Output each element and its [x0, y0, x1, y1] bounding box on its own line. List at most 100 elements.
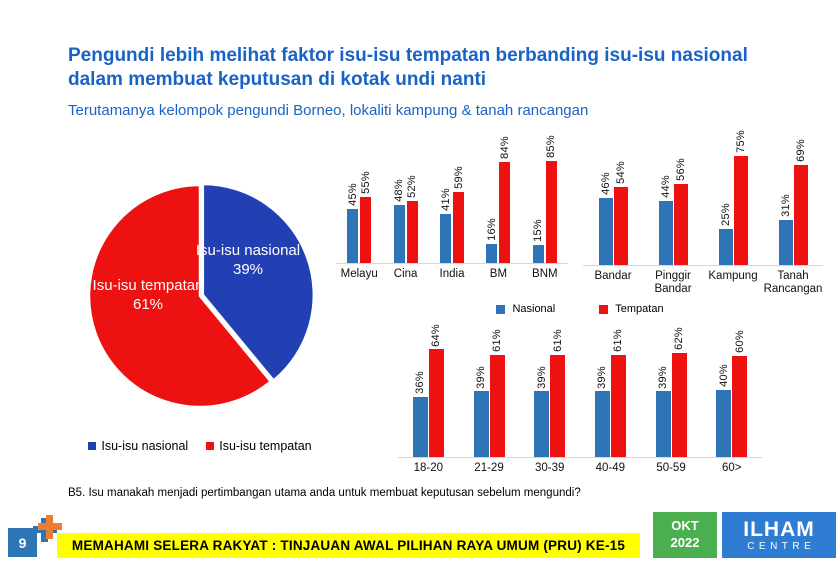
bar-column: 39% — [534, 318, 550, 457]
category-label: 40-49 — [595, 462, 626, 474]
slide-subtitle: Terutamanya kelompok pengundi Borneo, lo… — [68, 102, 589, 119]
pie-slice-isu-isu-nasional — [201, 182, 316, 382]
bar-nasional — [778, 220, 793, 265]
pie-slice-label-nasional: Isu-isu nasional 39% — [192, 242, 304, 280]
category-label: Pinggir Bandar — [654, 270, 692, 296]
bar-group: 31% 69% — [763, 128, 823, 265]
bar-value-label: 84% — [498, 136, 511, 160]
legend-label: Tempatan — [615, 303, 664, 315]
bar-column: 46% — [598, 128, 613, 265]
bar-column: 59% — [453, 128, 465, 263]
bar-group: 45% 55% — [336, 128, 382, 263]
bar-value-label: 54% — [614, 160, 627, 184]
bar-value-label: 39% — [596, 365, 609, 389]
logo-name: ILHAM — [743, 517, 815, 541]
pie-slice-value: 39% — [232, 260, 264, 278]
legend-item-nasional: Isu-isu nasional — [88, 439, 188, 453]
bar-column: 55% — [360, 128, 372, 263]
pie-slice-value: 61% — [132, 295, 164, 313]
bar-chart-age: Nasional Tempatan 36% 64% 39% 61% 39% 61% 39% 6… — [398, 303, 762, 475]
bar-column: 15% — [532, 128, 544, 263]
bar-value-label: 39% — [657, 365, 670, 389]
bar-column: 85% — [545, 128, 557, 263]
category-label: 50-59 — [656, 462, 686, 474]
ilham-centre-logo: ILHAM CENTRE — [722, 512, 836, 558]
bar-nasional — [534, 391, 550, 457]
bar-value-label: 36% — [414, 370, 427, 394]
bar-value-label: 69% — [794, 139, 807, 162]
bar-group: 41% 59% — [429, 128, 475, 263]
bar-value-label: 40% — [717, 363, 730, 387]
category-label: 60> — [721, 462, 742, 474]
bar-tempatan — [733, 156, 748, 265]
pie-legend: Isu-isu nasional Isu-isu tempatan — [72, 439, 328, 453]
bar-group: 39% 61% — [519, 318, 580, 457]
bar-value-label: 46% — [599, 172, 612, 196]
bar-chart-ethnicity: 45% 55% 48% 52% 41% 59% 16% 84% 15% 85% Melayu Cin… — [336, 128, 568, 281]
pie-slice-label-tempatan: Isu-isu tempatan 61% — [92, 277, 204, 315]
bar-column: 39% — [655, 318, 671, 457]
bar-value-label: 48% — [393, 179, 406, 203]
bar-tempatan — [453, 192, 465, 263]
bar-tempatan — [499, 162, 511, 263]
bar-value-label: 64% — [430, 323, 443, 347]
pie-chart-svg — [87, 182, 316, 409]
bar-value-label: 25% — [719, 202, 732, 226]
bar-value-label: 60% — [733, 330, 746, 354]
bar-nasional — [532, 245, 544, 263]
category-label: 30-39 — [534, 462, 565, 474]
bar-group: 48% 52% — [382, 128, 428, 263]
bar-group: 39% 62% — [641, 318, 702, 457]
bar-group: 40% 60% — [701, 318, 762, 457]
bar-chart-categories: Melayu Cina India BM BNM — [336, 268, 568, 281]
bar-tempatan — [550, 354, 566, 457]
date-month: OKT — [671, 518, 699, 534]
bar-column: 61% — [550, 318, 566, 457]
legend-swatch-nasional-icon — [496, 304, 506, 314]
bar-column: 48% — [393, 128, 405, 263]
bar-value-label: 61% — [612, 328, 625, 352]
bar-tempatan — [545, 161, 557, 263]
bar-column: 56% — [673, 128, 688, 265]
bar-nasional — [658, 201, 673, 265]
bar-tempatan — [793, 164, 808, 265]
category-label: BNM — [532, 268, 558, 280]
bar-column: 69% — [793, 128, 808, 265]
bar-nasional — [412, 396, 428, 457]
legend-label: Isu-isu nasional — [101, 439, 189, 453]
bar-chart-plot: 36% 64% 39% 61% 39% 61% 39% 61% 39% 62% 40% 60% — [398, 318, 762, 458]
bar-group: 16% 84% — [475, 128, 521, 263]
bar-tempatan — [732, 356, 748, 457]
bar-chart-plot: 45% 55% 48% 52% 41% 59% 16% 84% 15% 85% — [336, 128, 568, 264]
bar-tempatan — [610, 354, 626, 457]
bar-group: 25% 75% — [703, 128, 763, 265]
legend-swatch-tempatan-icon — [206, 442, 215, 450]
bar-column: 40% — [716, 318, 732, 457]
bar-value-label: 52% — [406, 174, 419, 198]
bar-column: 45% — [347, 128, 359, 263]
bar-column: 64% — [428, 318, 444, 457]
bar-column: 39% — [594, 318, 610, 457]
bar-nasional — [393, 205, 405, 263]
bar-tempatan — [489, 354, 505, 457]
legend-swatch-nasional-icon — [88, 442, 97, 450]
bar-column: 60% — [732, 318, 748, 457]
bar-value-label: 75% — [734, 130, 747, 154]
bar-nasional — [718, 228, 733, 265]
category-label: 21-29 — [474, 462, 504, 474]
bar-nasional — [598, 198, 613, 265]
bar-nasional — [347, 209, 359, 263]
bar-nasional — [473, 391, 489, 457]
page-number: 9 — [18, 534, 27, 551]
bar-group: 39% 61% — [580, 318, 641, 457]
legend-swatch-tempatan-icon — [599, 304, 609, 314]
bar-column: 31% — [778, 128, 793, 265]
plus-decoration-icon — [33, 515, 62, 542]
bar-column: 41% — [440, 128, 452, 263]
logo-subname: CENTRE — [747, 540, 816, 552]
legend-label: Nasional — [512, 303, 556, 315]
bar-group: 44% 56% — [643, 128, 703, 265]
category-label: India — [439, 268, 465, 280]
bar-column: 62% — [671, 318, 687, 457]
